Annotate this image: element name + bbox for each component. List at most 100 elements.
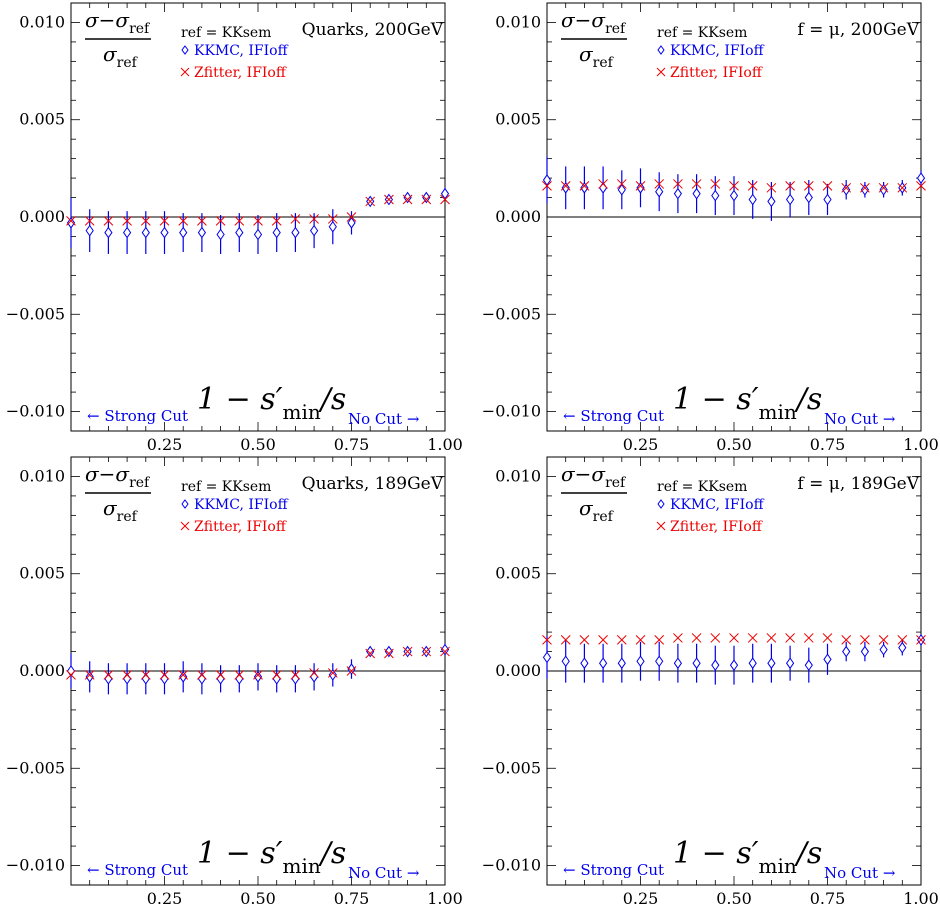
y-tick-label: −0.010 xyxy=(6,856,65,875)
data-point-zfitter xyxy=(654,179,665,189)
data-point-zfitter xyxy=(197,670,207,680)
data-point-zfitter xyxy=(916,181,926,191)
strong-cut-annotation: ← Strong Cut xyxy=(87,861,188,879)
data-point-zfitter xyxy=(309,214,319,224)
data-point-zfitter xyxy=(766,633,777,643)
data-point-kkmc xyxy=(692,187,701,200)
data-point-zfitter xyxy=(916,635,926,645)
data-point-zfitter xyxy=(803,633,814,643)
y-tick-label: −0.010 xyxy=(482,402,541,421)
data-point-zfitter xyxy=(440,194,450,205)
no-cut-annotation: No Cut → xyxy=(824,864,896,882)
data-point-zfitter xyxy=(654,635,665,645)
data-point-kkmc xyxy=(598,657,608,670)
chart-panel-2: 0.25 0.50 0.75 1.00 0.010 0.005 0.000 −0.005 −0.… xyxy=(482,2,939,454)
x-axis-label: 1 − s′min/s xyxy=(197,382,346,424)
legend-cross-marker xyxy=(180,67,190,77)
data-point-kkmc xyxy=(879,643,888,656)
y-axis-label-denominator: σref xyxy=(103,42,139,71)
data-point-kkmc xyxy=(272,226,281,239)
data-point-kkmc xyxy=(767,195,776,208)
data-point-zfitter xyxy=(253,216,263,226)
data-point-zfitter xyxy=(673,633,683,643)
data-point-zfitter xyxy=(122,216,132,226)
data-point-zfitter xyxy=(691,179,702,189)
panel-title: f = μ, 200GeV xyxy=(797,20,919,40)
x-axis-label: 1 − s′min/s xyxy=(197,836,346,878)
legend-ref: ref = KKsem xyxy=(181,479,271,495)
data-point-zfitter xyxy=(598,179,608,189)
data-point-zfitter xyxy=(159,216,170,226)
y-axis-label-numerator: σ−σref xyxy=(561,462,627,491)
data-point-kkmc xyxy=(122,226,132,239)
data-point-kkmc xyxy=(636,181,645,194)
data-point-zfitter xyxy=(785,181,795,191)
x-tick-label: 0.50 xyxy=(716,889,752,908)
series-2 xyxy=(66,646,450,680)
data-point-kkmc xyxy=(580,181,589,194)
legend-entry-2: Zfitter, IFIoff xyxy=(194,519,287,535)
data-point-kkmc xyxy=(85,224,94,237)
data-point-kkmc xyxy=(879,183,888,196)
panel-title: Quarks, 200GeV xyxy=(302,20,444,40)
data-point-zfitter xyxy=(271,216,282,226)
x-tick-label: 0.25 xyxy=(623,435,659,454)
x-tick-label: 1.00 xyxy=(427,435,463,454)
data-point-zfitter xyxy=(346,212,357,222)
data-point-zfitter xyxy=(897,182,908,193)
data-point-zfitter xyxy=(215,216,226,226)
data-point-kkmc xyxy=(580,657,589,670)
data-point-zfitter xyxy=(234,670,245,680)
data-point-kkmc xyxy=(235,226,244,239)
data-point-kkmc xyxy=(711,659,720,672)
data-point-zfitter xyxy=(234,216,245,226)
data-point-kkmc xyxy=(898,641,907,654)
data-point-kkmc xyxy=(347,663,356,675)
data-point-zfitter xyxy=(729,633,739,643)
data-point-kkmc xyxy=(179,670,188,683)
data-point-kkmc xyxy=(366,645,375,658)
data-point-zfitter xyxy=(710,179,721,189)
legend-entry-1: KKMC, IFIoff xyxy=(670,497,765,513)
y-tick-label: 0.010 xyxy=(495,466,541,485)
x-tick-label: 0.75 xyxy=(810,435,846,454)
data-point-zfitter xyxy=(197,216,207,226)
data-point-kkmc xyxy=(403,191,412,204)
data-point-zfitter xyxy=(84,216,95,226)
no-cut-annotation: No Cut → xyxy=(348,864,420,882)
x-tick-label: 0.75 xyxy=(334,889,370,908)
data-point-zfitter xyxy=(215,670,226,680)
data-point-kkmc xyxy=(748,657,757,670)
data-point-kkmc xyxy=(767,657,776,670)
data-point-zfitter xyxy=(691,633,702,643)
data-point-zfitter xyxy=(785,633,795,643)
data-point-zfitter xyxy=(178,216,189,226)
data-point-kkmc xyxy=(617,657,626,670)
series-1 xyxy=(542,156,926,221)
y-axis-label-denominator: σref xyxy=(103,496,139,525)
x-tick-label: 1.00 xyxy=(903,889,939,908)
panel-title: f = μ, 189GeV xyxy=(797,474,919,494)
legend-ref: ref = KKsem xyxy=(657,25,747,41)
x-tick-label: 0.25 xyxy=(147,889,183,908)
data-point-zfitter xyxy=(841,182,852,193)
legend-diamond-marker xyxy=(657,45,665,55)
data-point-zfitter xyxy=(635,181,646,191)
data-point-kkmc xyxy=(729,659,739,672)
legend-ref: ref = KKsem xyxy=(181,25,271,41)
y-tick-label: 0.000 xyxy=(495,661,541,680)
legend-diamond-marker xyxy=(181,45,189,55)
data-point-kkmc xyxy=(104,226,113,239)
data-point-kkmc xyxy=(561,655,570,668)
data-point-zfitter xyxy=(616,179,627,189)
strong-cut-annotation: ← Strong Cut xyxy=(87,407,188,425)
data-point-kkmc xyxy=(842,645,851,658)
data-point-zfitter xyxy=(542,635,552,645)
y-tick-label: −0.005 xyxy=(6,758,65,777)
data-point-kkmc xyxy=(422,191,431,204)
data-point-zfitter xyxy=(140,216,151,226)
data-point-zfitter xyxy=(290,214,301,224)
data-point-kkmc xyxy=(179,226,188,239)
data-point-kkmc xyxy=(804,659,813,672)
data-point-zfitter xyxy=(579,181,590,191)
